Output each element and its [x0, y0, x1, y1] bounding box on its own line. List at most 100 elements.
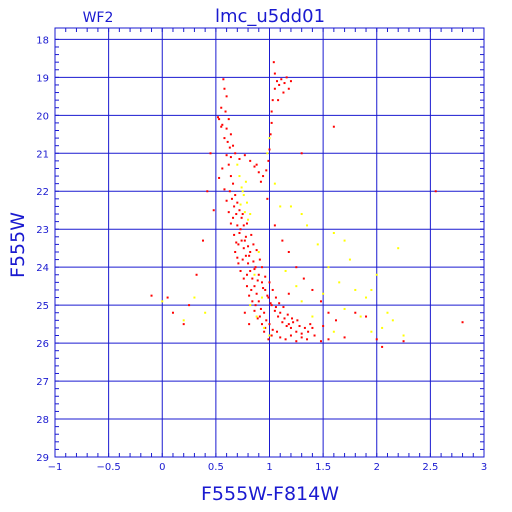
y-tick-label: 24: [36, 263, 49, 274]
red-point: [285, 76, 288, 79]
yellow-point: [306, 224, 309, 227]
x-tick-label: 3: [481, 462, 487, 473]
yellow-point: [300, 213, 303, 216]
yellow-point: [359, 315, 362, 318]
x-tick-label: −0.5: [96, 462, 120, 473]
yellow-point: [247, 218, 250, 221]
red-point: [230, 197, 233, 200]
x-axis-label: F555W-F814W: [201, 483, 339, 505]
red-point: [278, 83, 281, 86]
red-point: [226, 140, 229, 143]
red-point: [232, 216, 235, 219]
red-point: [229, 222, 232, 225]
red-point: [257, 171, 260, 174]
yellow-point: [239, 203, 242, 206]
red-point: [243, 239, 246, 242]
red-point: [225, 199, 228, 202]
red-point: [306, 338, 309, 341]
red-point: [238, 232, 241, 235]
red-point: [322, 325, 325, 328]
yellow-point: [204, 311, 207, 314]
red-point: [266, 197, 269, 200]
x-tick-label: 0: [159, 462, 165, 473]
red-point: [245, 285, 248, 288]
red-point: [270, 304, 273, 307]
x-tick-label: 0.5: [208, 462, 224, 473]
red-point: [220, 125, 223, 128]
red-point: [234, 152, 237, 155]
plot-frame: [54, 27, 485, 458]
x-tick-label: 2: [374, 462, 380, 473]
yellow-point: [354, 288, 357, 291]
red-point: [228, 190, 231, 193]
red-point: [295, 330, 298, 333]
red-point: [253, 165, 256, 168]
red-point: [281, 321, 284, 324]
x-tick-label: 2.5: [422, 462, 438, 473]
y-tick-label: 23: [36, 225, 49, 236]
red-point: [227, 118, 230, 121]
yellow-point: [332, 330, 335, 333]
red-point: [264, 288, 267, 291]
red-point: [233, 205, 236, 208]
red-point: [266, 294, 269, 297]
red-point: [258, 315, 261, 318]
yellow-point: [316, 243, 319, 246]
yellow-point: [193, 296, 196, 299]
red-point: [255, 249, 258, 252]
red-point: [229, 175, 232, 178]
yellow-point: [266, 152, 269, 155]
y-axis-label: F555W: [7, 212, 29, 278]
red-point: [182, 323, 185, 326]
red-point: [282, 306, 285, 309]
red-point: [209, 152, 212, 155]
red-point: [254, 304, 257, 307]
yellow-point: [343, 307, 346, 310]
red-point: [295, 340, 298, 343]
red-point: [279, 336, 282, 339]
yellow-point: [268, 334, 271, 337]
red-point: [281, 239, 284, 242]
red-point: [247, 262, 250, 265]
y-tick-label: 29: [36, 453, 49, 464]
red-point: [287, 292, 290, 295]
red-point: [248, 294, 251, 297]
red-point: [381, 345, 384, 348]
red-point: [402, 340, 405, 343]
red-point: [274, 296, 277, 299]
yellow-point: [257, 250, 260, 253]
yellow-point: [370, 288, 373, 291]
red-point: [237, 243, 240, 246]
red-point: [277, 315, 280, 318]
red-point: [241, 258, 244, 261]
red-point: [273, 87, 276, 90]
red-point: [220, 106, 223, 109]
y-tick-label: 25: [36, 301, 49, 312]
red-point: [280, 78, 283, 81]
yellow-point: [332, 232, 335, 235]
red-point: [300, 336, 303, 339]
red-point: [217, 116, 220, 119]
red-point: [253, 309, 256, 312]
red-point: [249, 250, 252, 253]
yellow-points: [161, 137, 405, 337]
red-point: [235, 241, 238, 244]
red-point: [267, 338, 270, 341]
yellow-point: [243, 211, 246, 214]
red-point: [250, 288, 253, 291]
red-point: [166, 296, 169, 299]
red-point: [303, 326, 306, 329]
red-point: [240, 239, 243, 242]
red-point: [242, 277, 245, 280]
red-point: [268, 281, 271, 284]
red-point: [232, 182, 235, 185]
yellow-point: [241, 190, 244, 193]
red-point: [234, 250, 237, 253]
red-point: [247, 245, 250, 248]
red-point: [268, 323, 271, 326]
yellow-point: [402, 334, 405, 337]
red-point: [239, 228, 242, 231]
red-point: [289, 334, 292, 337]
yellow-point: [268, 137, 271, 140]
red-point: [239, 269, 242, 272]
